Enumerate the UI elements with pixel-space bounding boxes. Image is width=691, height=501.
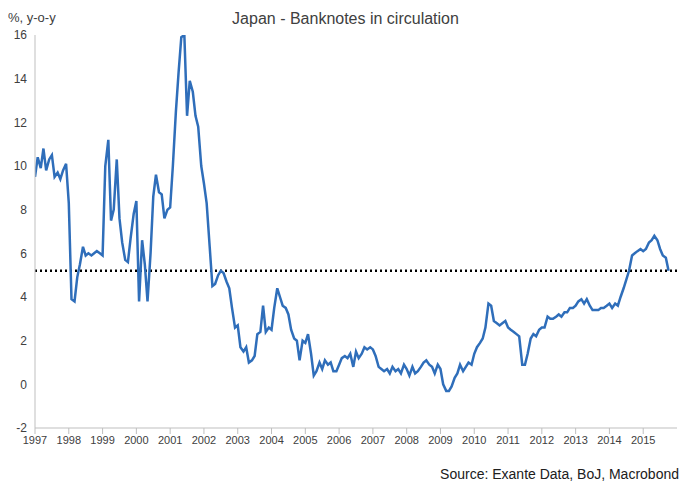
svg-text:2014: 2014 <box>597 434 621 446</box>
svg-text:2005: 2005 <box>293 434 317 446</box>
svg-text:2010: 2010 <box>462 434 486 446</box>
html-text:Source: Exante Data, BoJ, Macr: Source: Exante Data, BoJ, Macrobond <box>440 466 679 482</box>
svg-text:2004: 2004 <box>259 434 283 446</box>
svg-text:4: 4 <box>20 290 27 304</box>
html-text:%, y-o-y: %, y-o-y <box>8 10 56 25</box>
svg-text:2012: 2012 <box>530 434 554 446</box>
svg-text:1998: 1998 <box>57 434 81 446</box>
svg-text:2006: 2006 <box>327 434 351 446</box>
svg-text:1999: 1999 <box>90 434 114 446</box>
svg-text:2000: 2000 <box>124 434 148 446</box>
svg-text:14: 14 <box>14 72 28 86</box>
svg-text:2011: 2011 <box>496 434 520 446</box>
svg-text:1997: 1997 <box>23 434 47 446</box>
svg-text:2008: 2008 <box>394 434 418 446</box>
svg-text:16: 16 <box>14 28 28 42</box>
svg-text:12: 12 <box>14 116 28 130</box>
svg-text:8: 8 <box>20 203 27 217</box>
svg-text:-2: -2 <box>16 421 27 435</box>
svg-text:2: 2 <box>20 334 27 348</box>
svg-text:2009: 2009 <box>428 434 452 446</box>
svg-text:0: 0 <box>20 378 27 392</box>
svg-text:2015: 2015 <box>631 434 655 446</box>
svg-text:2013: 2013 <box>563 434 587 446</box>
svg-text:2003: 2003 <box>225 434 249 446</box>
html-text:Japan - Banknotes in circulati: Japan - Banknotes in circulation <box>232 10 459 27</box>
svg-text:2001: 2001 <box>158 434 182 446</box>
svg-text:6: 6 <box>20 247 27 261</box>
svg-text:2007: 2007 <box>361 434 385 446</box>
svg-text:2002: 2002 <box>192 434 216 446</box>
svg-text:10: 10 <box>14 159 28 173</box>
